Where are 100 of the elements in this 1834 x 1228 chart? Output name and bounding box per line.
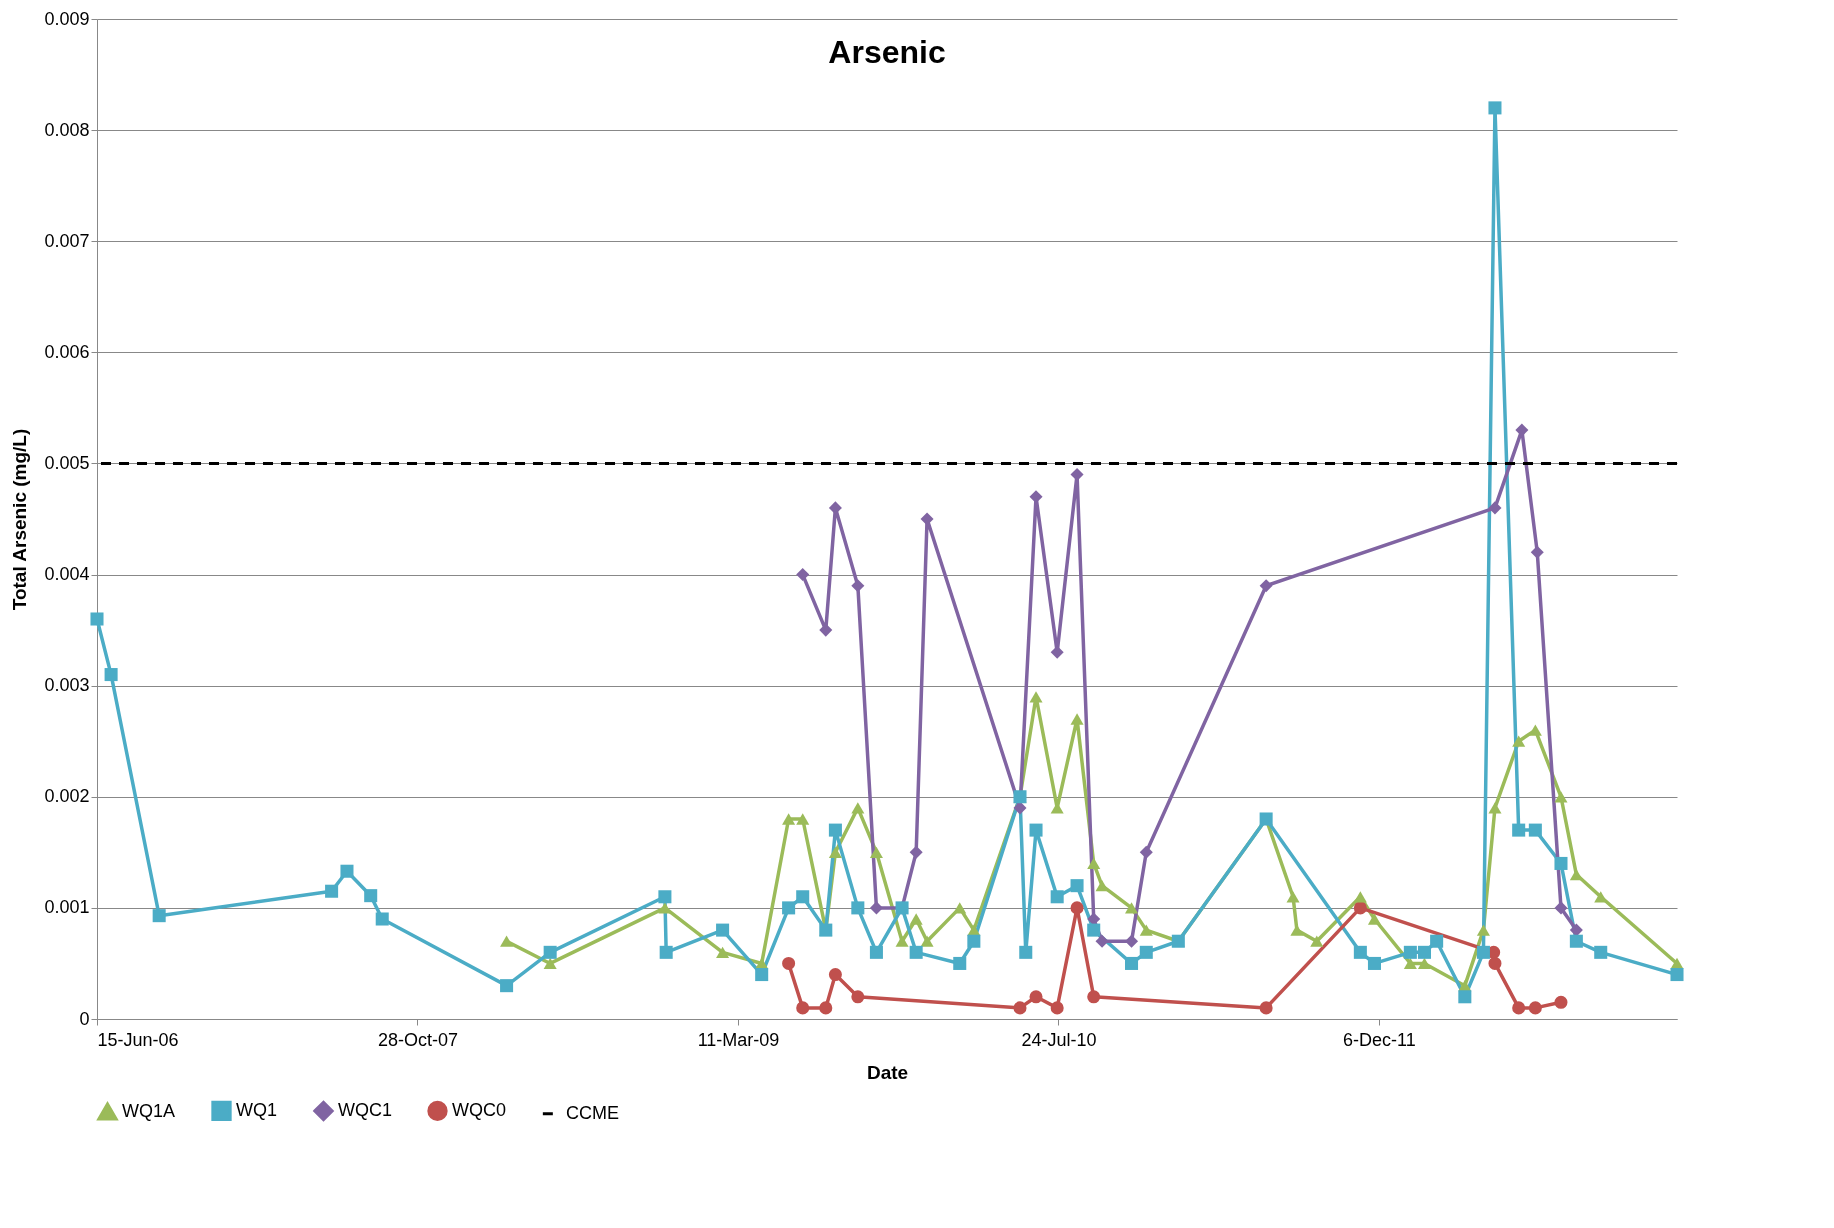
point — [1013, 801, 1027, 815]
point — [895, 935, 909, 947]
point — [828, 501, 842, 515]
y-tick-label: 0.001 — [44, 897, 90, 918]
point — [869, 846, 883, 858]
point — [104, 668, 118, 682]
point — [1125, 902, 1139, 914]
point — [1259, 1001, 1273, 1015]
y-tick-label: 0.004 — [44, 564, 90, 585]
point — [953, 956, 967, 970]
point — [1512, 735, 1526, 747]
point — [1087, 990, 1101, 1004]
point — [364, 889, 378, 903]
y-axis-title: Total Arsenic (mg/L) — [9, 428, 31, 611]
point — [1488, 501, 1502, 515]
point — [1353, 891, 1367, 903]
point — [819, 623, 833, 637]
point — [909, 913, 923, 925]
point — [909, 945, 923, 959]
point — [1554, 901, 1568, 915]
point — [500, 979, 514, 993]
point — [1139, 924, 1153, 936]
point — [796, 568, 810, 582]
point — [1515, 423, 1529, 437]
point — [1050, 890, 1064, 904]
point — [851, 579, 865, 593]
point — [90, 612, 104, 626]
point — [375, 912, 389, 926]
point — [953, 902, 967, 914]
point — [1029, 990, 1043, 1004]
point — [1554, 791, 1568, 803]
point — [869, 945, 883, 959]
y-tick-label: 0.007 — [44, 230, 90, 251]
point — [1430, 934, 1444, 948]
point — [1070, 713, 1084, 725]
y-tick-label: 0.002 — [44, 786, 90, 807]
point — [659, 945, 673, 959]
point — [1476, 945, 1490, 959]
point — [1528, 823, 1542, 837]
point — [1367, 956, 1381, 970]
point — [1087, 923, 1101, 937]
point — [658, 890, 672, 904]
point — [1087, 912, 1101, 926]
y-tick-label: 0.006 — [44, 341, 90, 362]
point — [828, 823, 842, 837]
point — [1050, 1001, 1064, 1015]
point — [1286, 891, 1300, 903]
point — [796, 1001, 810, 1015]
point — [1050, 645, 1064, 659]
point — [1569, 934, 1583, 948]
x-axis-title: Date — [866, 1061, 909, 1083]
point — [1569, 868, 1583, 881]
x-tick-label: 15-Jun-06 — [97, 1029, 179, 1050]
point — [1512, 823, 1526, 837]
point — [716, 946, 730, 958]
point — [1594, 945, 1608, 959]
point — [869, 901, 883, 915]
point — [1070, 901, 1084, 915]
point — [543, 945, 557, 959]
point — [1029, 691, 1043, 703]
x-tick-label: 6-Dec-11 — [1343, 1029, 1416, 1050]
point — [1488, 956, 1502, 970]
point — [1403, 945, 1417, 959]
legend-label: WQC1 — [338, 1099, 392, 1120]
point — [1458, 990, 1472, 1004]
point — [920, 512, 934, 526]
point — [909, 845, 923, 859]
point — [967, 934, 981, 948]
point — [1512, 1001, 1526, 1015]
point — [1569, 923, 1583, 937]
point — [782, 813, 796, 825]
legend-label: CCME — [566, 1102, 619, 1123]
point — [782, 956, 796, 970]
point — [1139, 845, 1153, 859]
y-tick-label: 0.009 — [44, 8, 90, 29]
point — [500, 935, 514, 947]
point — [1013, 1001, 1027, 1015]
point — [1095, 934, 1109, 948]
point — [851, 901, 865, 915]
legend-label: WQC0 — [452, 1099, 506, 1120]
point — [1417, 945, 1431, 959]
point — [658, 902, 672, 914]
point — [1528, 724, 1542, 736]
point — [1070, 879, 1084, 893]
point — [1310, 935, 1324, 947]
point — [1019, 945, 1033, 959]
point — [828, 846, 842, 858]
x-tick-label: 11-Mar-09 — [697, 1029, 780, 1050]
point — [1087, 857, 1101, 870]
point — [1403, 957, 1417, 970]
point — [1125, 934, 1139, 948]
y-tick-label: 0.008 — [44, 119, 90, 140]
point — [340, 864, 354, 878]
y-tick-label: 0 — [79, 1008, 90, 1029]
point — [543, 957, 557, 970]
point — [1488, 802, 1502, 814]
point — [1367, 913, 1381, 925]
point — [716, 923, 730, 937]
point — [1670, 968, 1684, 982]
y-tick-label: 0.003 — [44, 675, 90, 696]
